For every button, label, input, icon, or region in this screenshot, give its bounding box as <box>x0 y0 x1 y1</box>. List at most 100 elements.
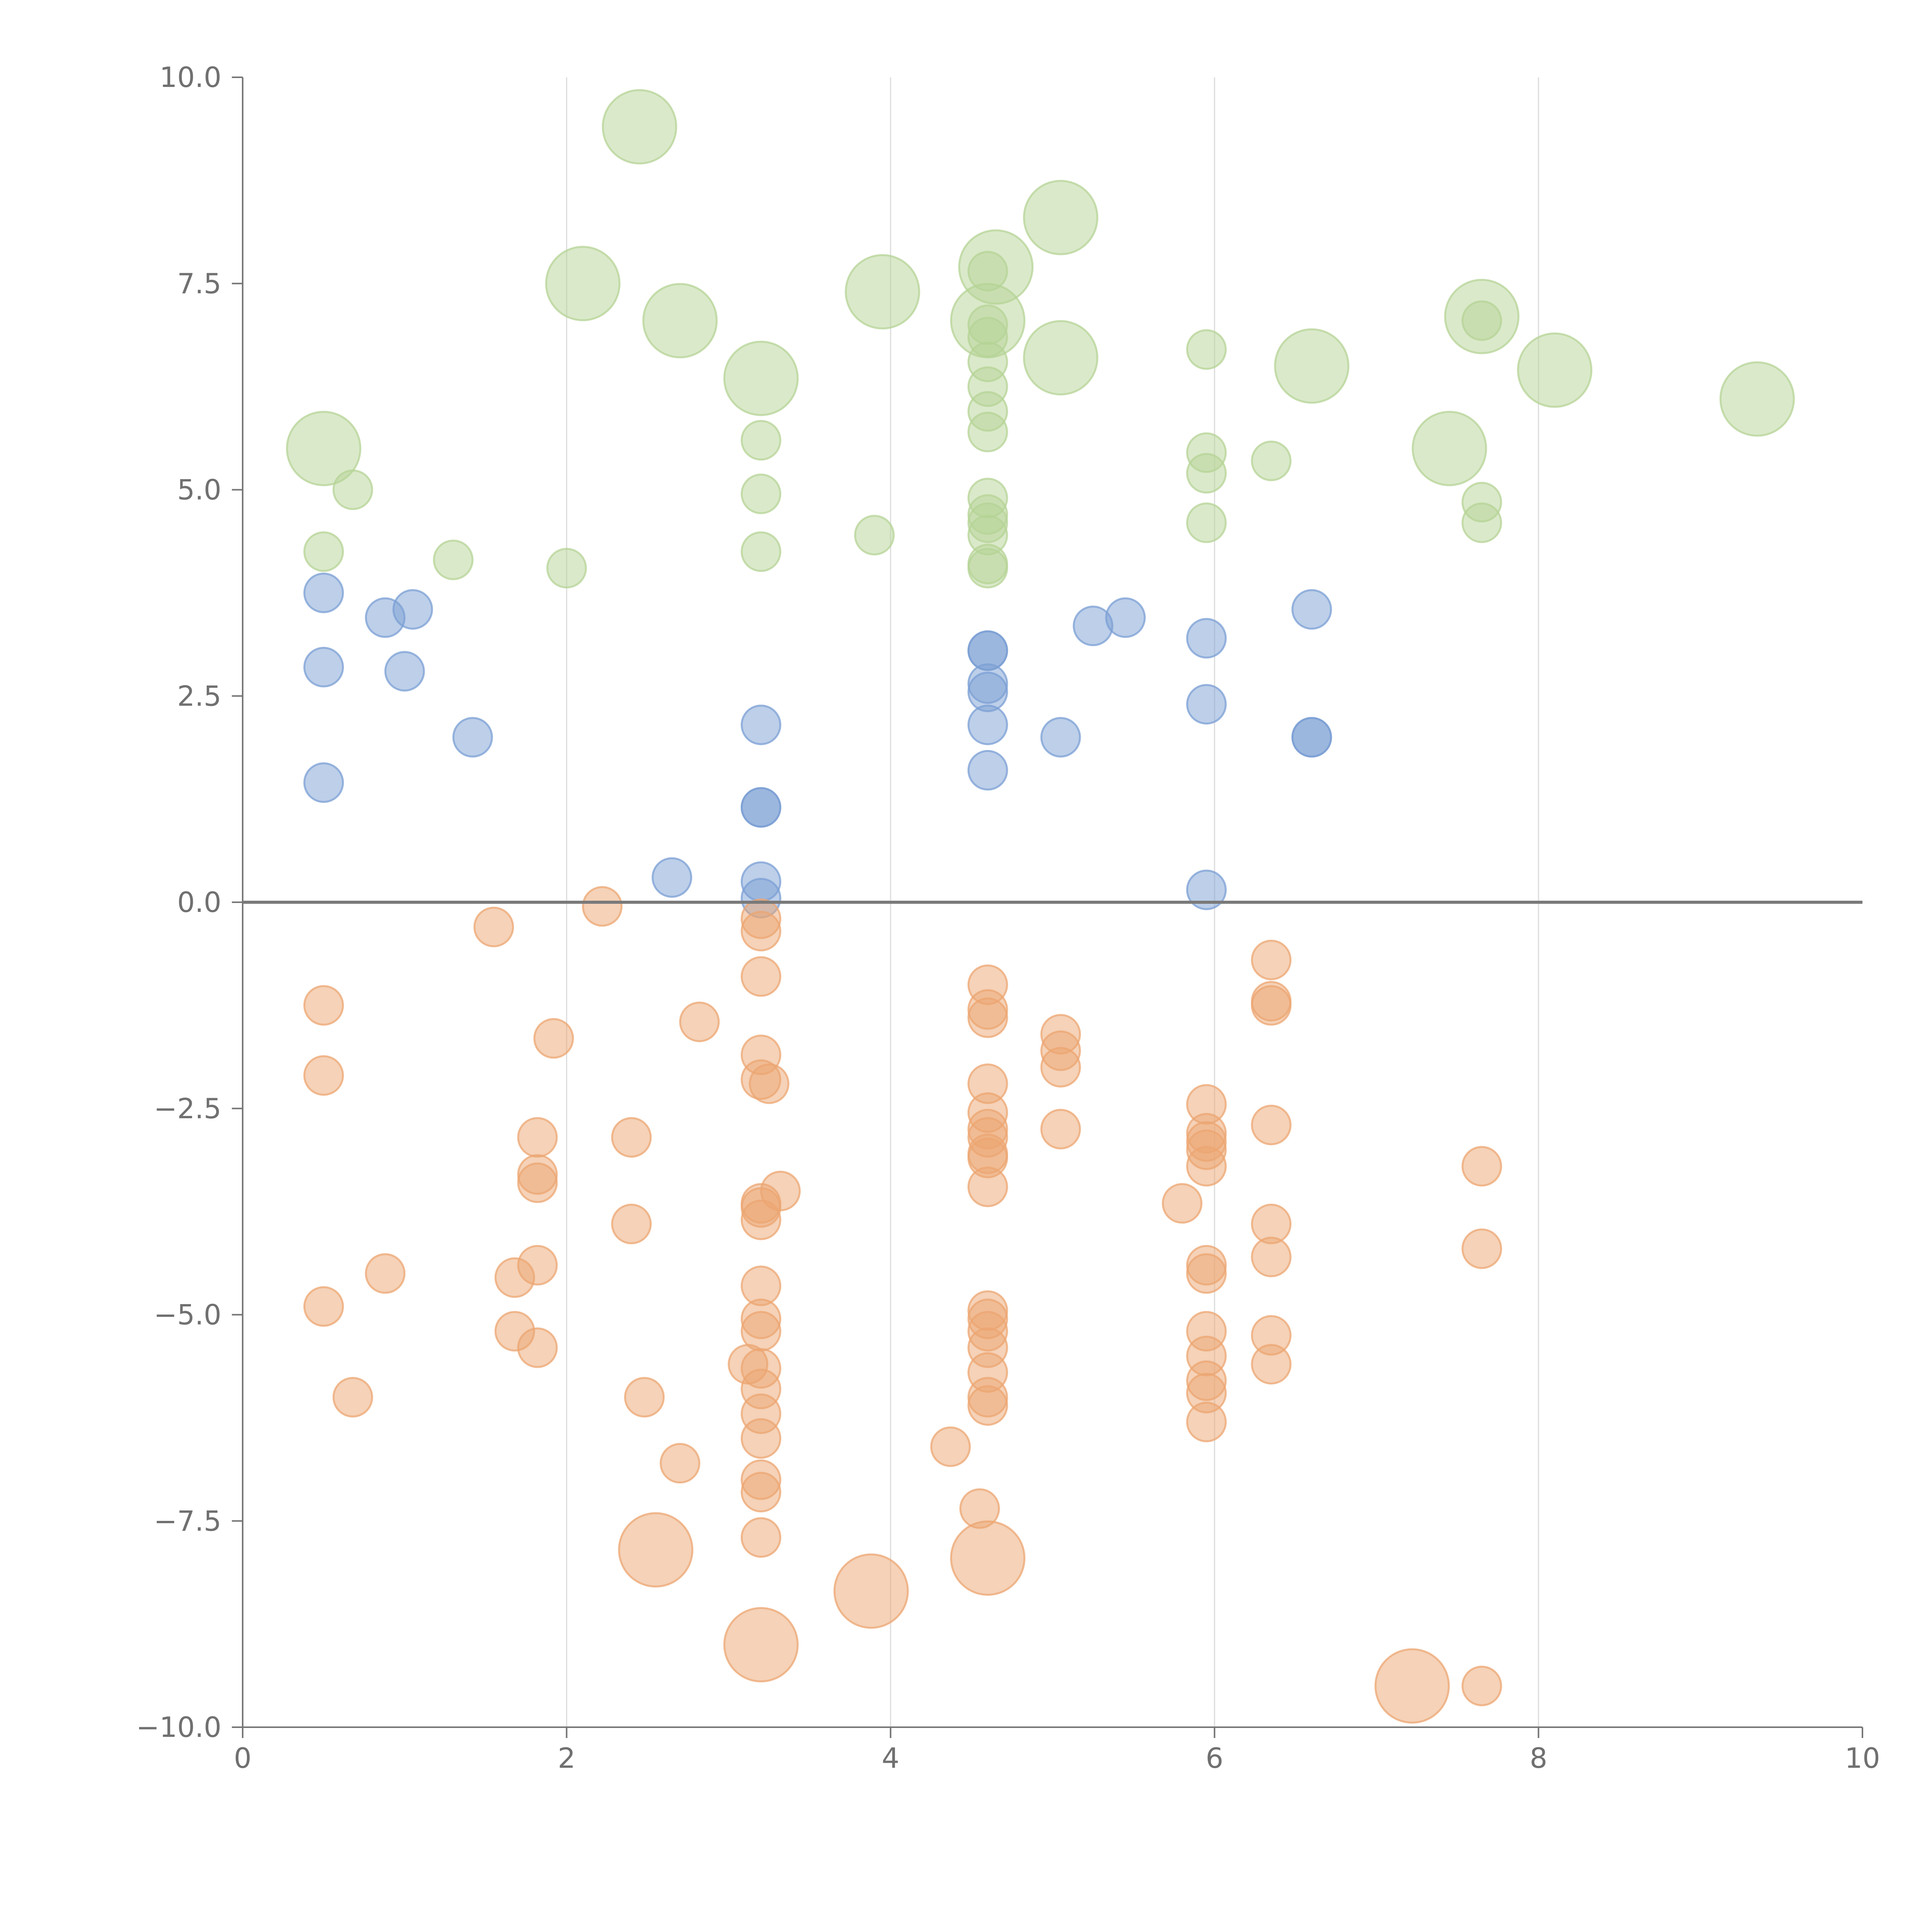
bubble-point <box>1186 1253 1227 1294</box>
bubble-point <box>1251 1236 1292 1277</box>
bubble-point <box>1251 985 1292 1026</box>
y-tick-label: 10.0 <box>160 61 221 94</box>
bubble-point <box>854 515 895 556</box>
y-tick-label: 0.0 <box>177 886 221 918</box>
bubble-point <box>1719 361 1795 437</box>
bubble-point <box>1040 1109 1081 1150</box>
bubble-point <box>286 411 362 486</box>
bubble-point <box>303 762 344 803</box>
x-tick-label: 6 <box>1206 1742 1223 1774</box>
y-tick-label: −7.5 <box>154 1505 221 1537</box>
bubble-point <box>1162 1183 1202 1224</box>
x-tick-label: 4 <box>882 1742 900 1774</box>
bubble-point <box>433 539 474 580</box>
bubble-point <box>517 1327 558 1368</box>
bubble-point <box>660 1443 701 1484</box>
bubble-point <box>611 1204 652 1245</box>
bubble-point <box>1105 597 1146 638</box>
bubble-point <box>967 251 1008 292</box>
bubble-point <box>740 1199 781 1240</box>
bubble-point <box>452 717 493 758</box>
x-tick-label: 8 <box>1530 1742 1548 1774</box>
bubble-point <box>546 548 587 588</box>
bubble-point <box>1461 1665 1502 1706</box>
bubble-point <box>740 911 781 952</box>
bubble-point <box>1186 453 1227 494</box>
bubble-point <box>967 704 1008 745</box>
bubble-point <box>1186 329 1227 370</box>
bubble-point <box>1251 939 1292 980</box>
bubble-point <box>1291 717 1332 758</box>
bubble-point <box>517 1245 558 1286</box>
bubble-point <box>332 469 373 510</box>
bubble-point <box>967 997 1008 1038</box>
bubble-point <box>517 1117 558 1158</box>
tick-labels: 0 2 4 6 8 10 10.0 7.5 5.0 2.5 0.0 −2.5 −5.0 −7.5 −10.0 <box>136 61 1880 1774</box>
bubble-point <box>967 1167 1008 1208</box>
y-tick-label: −10.0 <box>136 1711 221 1743</box>
bubble-point <box>473 906 514 947</box>
bubble-point <box>740 420 781 461</box>
bubble-point <box>365 1253 406 1294</box>
bubble-point <box>642 283 718 359</box>
bubble-point <box>1186 869 1227 910</box>
y-tick-label: 5.0 <box>177 474 221 506</box>
bubble-point <box>1461 1146 1502 1187</box>
bubble-point <box>1374 1648 1450 1724</box>
bubble-point <box>303 531 344 572</box>
bubble-point <box>967 412 1008 452</box>
bubble-point <box>740 1517 781 1558</box>
bubble-point <box>582 886 623 927</box>
y-tick-label: −2.5 <box>154 1092 221 1125</box>
bubble-point <box>624 1377 665 1418</box>
bubble-point <box>740 473 781 514</box>
bubble-point <box>1461 502 1502 543</box>
bubble-point <box>740 1418 781 1459</box>
bubble-point <box>602 89 677 165</box>
bubble-point <box>332 1377 373 1418</box>
bubble-point <box>303 647 344 688</box>
bubble-point <box>679 1002 720 1043</box>
bubble-point <box>1023 180 1099 255</box>
bubble-point <box>1461 300 1502 341</box>
bubble-point <box>740 787 781 828</box>
bubble-point <box>533 1018 574 1059</box>
bubble-point <box>1186 1146 1227 1187</box>
bubble-point <box>833 1553 909 1629</box>
bubble-point <box>1186 684 1227 725</box>
bubble-point <box>1251 1344 1292 1385</box>
bubble-point <box>740 531 781 572</box>
bubble-point <box>618 1512 694 1588</box>
bubble-point <box>392 589 433 630</box>
bubble-point <box>1517 332 1593 408</box>
bubble-point <box>303 1286 344 1327</box>
bubble-point <box>1274 328 1350 404</box>
bubble-point <box>1040 1047 1081 1088</box>
bubble-point <box>1040 717 1081 758</box>
bubble-point <box>723 340 799 416</box>
axes <box>232 77 1863 1738</box>
bubble-point <box>1291 589 1332 630</box>
y-tick-label: 2.5 <box>177 680 221 712</box>
y-tick-label: −5.0 <box>154 1299 221 1331</box>
bubble-point <box>748 1063 789 1104</box>
bubble-point <box>930 1426 971 1467</box>
bubble-point <box>740 1472 781 1513</box>
bubble-point <box>517 1162 558 1203</box>
bubble-point <box>967 750 1008 791</box>
x-tick-label: 10 <box>1845 1742 1880 1774</box>
bubble-point <box>740 704 781 745</box>
bubble-point <box>723 1607 799 1682</box>
bubble-point <box>303 1055 344 1096</box>
bubble-point <box>303 985 344 1026</box>
bubble-point <box>950 1520 1026 1596</box>
x-tick-label: 2 <box>558 1742 575 1774</box>
bubble-point <box>967 548 1008 588</box>
bubble-point <box>384 651 425 692</box>
bubble-point <box>1186 618 1227 659</box>
bubble-point <box>1412 411 1487 486</box>
bubble-point <box>1251 1104 1292 1145</box>
bubble-point <box>303 572 344 613</box>
